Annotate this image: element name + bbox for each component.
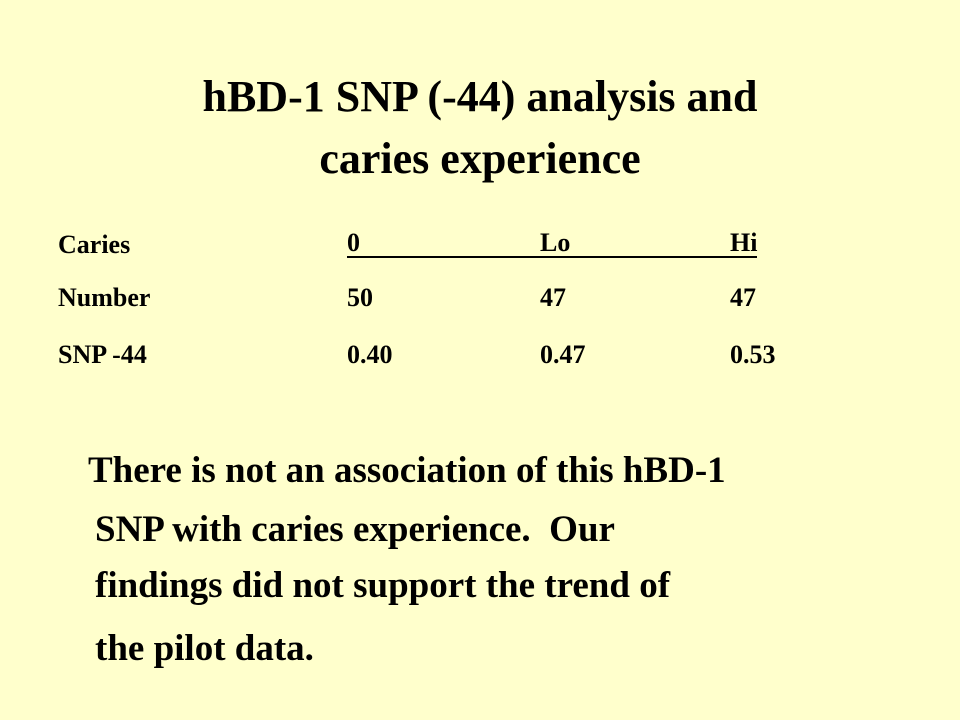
table-cell: 0.47 (540, 340, 586, 369)
table-cell: 47 (540, 283, 566, 312)
conclusion-line: SNP with caries experience. Our (95, 509, 615, 550)
table-cell: Number (58, 283, 151, 312)
table-header: 0 (347, 230, 540, 258)
conclusion-line: There is not an association of this hBD-… (88, 450, 726, 491)
table-cell: 0.53 (730, 340, 776, 369)
slide-title: hBD-1 SNP (-44) analysis and (202, 72, 758, 121)
table-header: Lo (540, 230, 730, 258)
table-cell: 47 (730, 283, 756, 312)
table-header: Hi (730, 228, 758, 258)
table-cell: SNP -44 (58, 340, 147, 369)
table-cell: Caries (58, 230, 131, 259)
conclusion-line: findings did not support the trend of (95, 565, 671, 606)
slide-title: caries experience (319, 134, 641, 183)
table-cell: 50 (347, 283, 373, 312)
conclusion-line: the pilot data. (95, 628, 314, 669)
table-cell: 0.40 (347, 340, 393, 369)
